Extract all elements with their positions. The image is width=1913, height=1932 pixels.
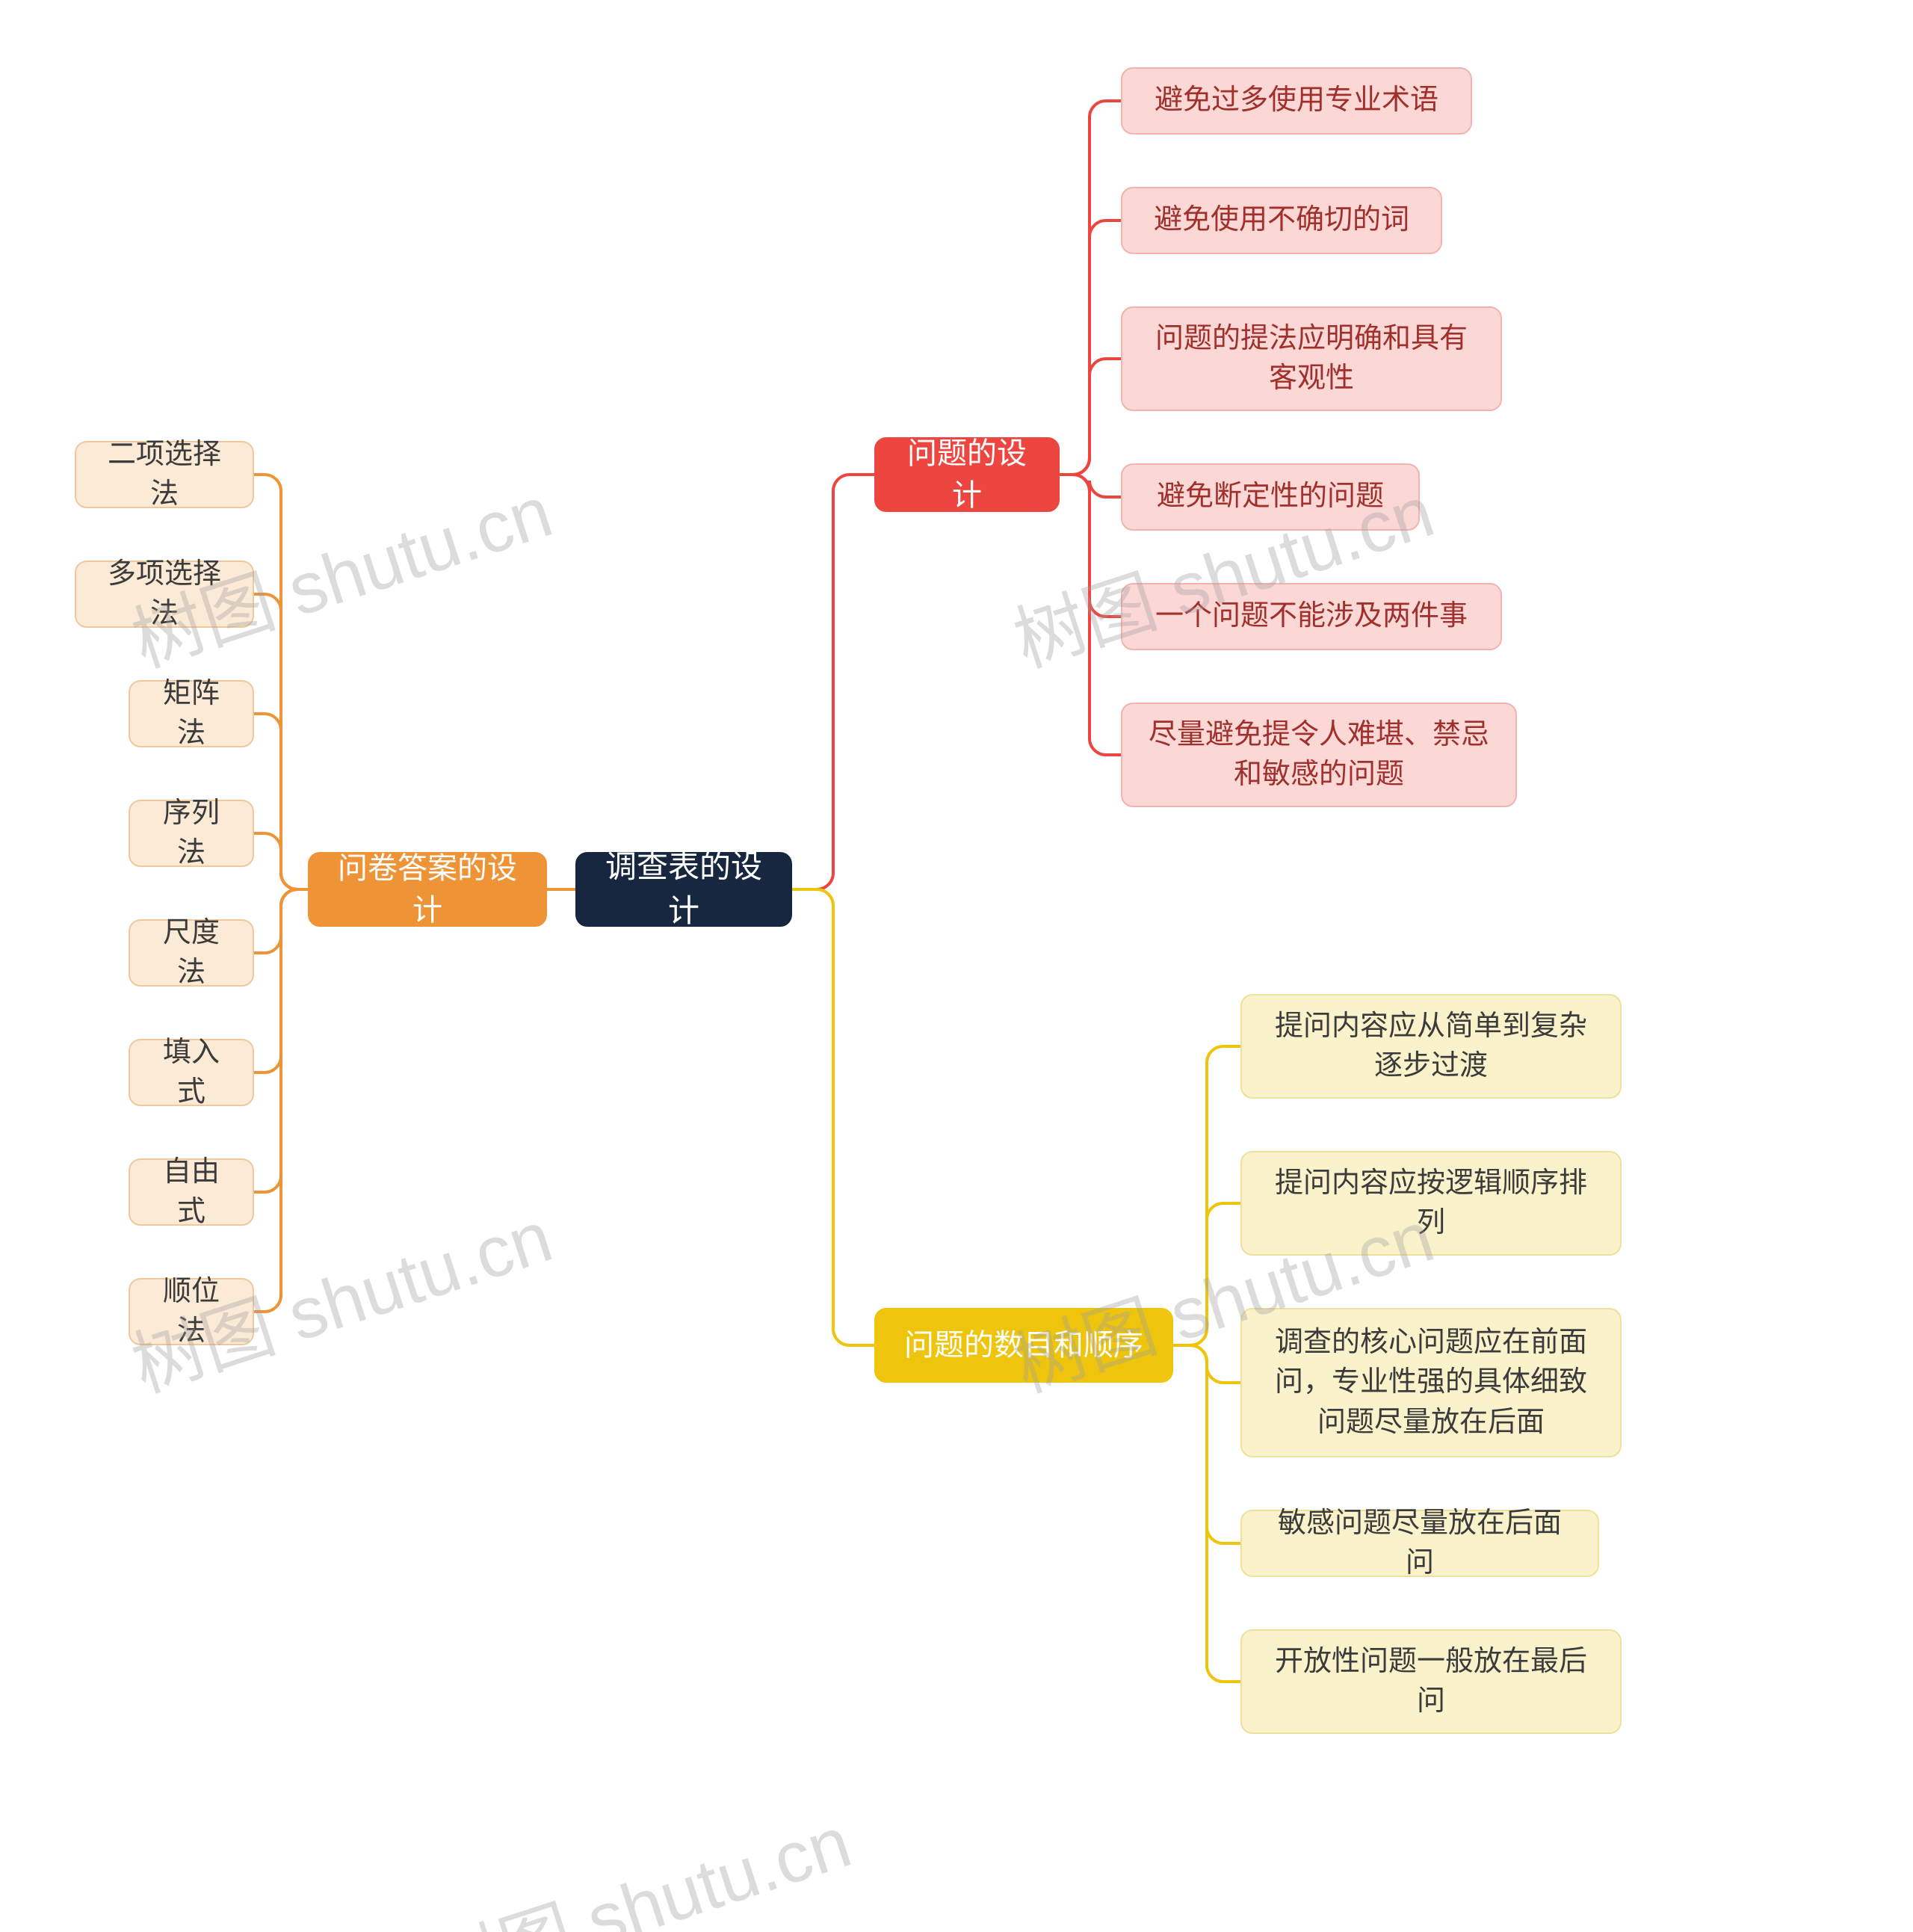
branch-label: 问题的数目和顺序 bbox=[904, 1324, 1143, 1366]
leaf-node[interactable]: 多项选择法 bbox=[75, 561, 254, 628]
leaf-label: 开放性问题一般放在最后问 bbox=[1264, 1642, 1598, 1721]
leaf-node[interactable]: 尺度法 bbox=[129, 919, 254, 987]
leaf-label: 避免使用不确切的词 bbox=[1154, 200, 1409, 240]
leaf-node[interactable]: 自由式 bbox=[129, 1158, 254, 1226]
leaf-label: 序列法 bbox=[152, 794, 230, 873]
leaf-node[interactable]: 二项选择法 bbox=[75, 441, 254, 508]
leaf-label: 多项选择法 bbox=[99, 555, 230, 634]
leaf-node[interactable]: 避免过多使用专业术语 bbox=[1121, 67, 1472, 135]
leaf-node[interactable]: 开放性问题一般放在最后问 bbox=[1240, 1629, 1622, 1734]
leaf-label: 避免过多使用专业术语 bbox=[1155, 81, 1438, 120]
leaf-label: 提问内容应按逻辑顺序排列 bbox=[1264, 1164, 1598, 1243]
leaf-label: 避免断定性的问题 bbox=[1157, 477, 1384, 516]
leaf-node[interactable]: 提问内容应从简单到复杂逐步过渡 bbox=[1240, 994, 1622, 1099]
root-node[interactable]: 调查表的设计 bbox=[575, 852, 792, 927]
leaf-node[interactable]: 提问内容应按逻辑顺序排列 bbox=[1240, 1151, 1622, 1256]
leaf-label: 问题的提法应明确和具有客观性 bbox=[1145, 319, 1478, 398]
leaf-label: 二项选择法 bbox=[99, 435, 230, 514]
leaf-label: 顺位法 bbox=[152, 1272, 230, 1351]
leaf-node[interactable]: 序列法 bbox=[129, 800, 254, 867]
leaf-node[interactable]: 避免断定性的问题 bbox=[1121, 463, 1420, 531]
branch-question-order[interactable]: 问题的数目和顺序 bbox=[874, 1308, 1173, 1383]
leaf-label: 调查的核心问题应在前面问，专业性强的具体细致问题尽量放在后面 bbox=[1264, 1323, 1598, 1442]
branch-answers[interactable]: 问卷答案的设计 bbox=[308, 852, 547, 927]
branch-label: 问题的设计 bbox=[898, 433, 1036, 516]
branch-question-design[interactable]: 问题的设计 bbox=[874, 437, 1060, 512]
root-label: 调查表的设计 bbox=[599, 845, 768, 933]
branch-label: 问卷答案的设计 bbox=[332, 848, 523, 931]
leaf-label: 敏感问题尽量放在后面问 bbox=[1264, 1504, 1575, 1583]
leaf-node[interactable]: 问题的提法应明确和具有客观性 bbox=[1121, 306, 1502, 411]
leaf-label: 矩阵法 bbox=[152, 674, 230, 753]
leaf-label: 填入式 bbox=[152, 1033, 230, 1112]
leaf-label: 自由式 bbox=[152, 1152, 230, 1232]
leaf-node[interactable]: 顺位法 bbox=[129, 1278, 254, 1345]
connector-layer bbox=[0, 0, 1913, 1932]
watermark: 树图 shutu.cn bbox=[416, 1784, 862, 1932]
leaf-node[interactable]: 一个问题不能涉及两件事 bbox=[1121, 583, 1502, 650]
leaf-label: 一个问题不能涉及两件事 bbox=[1155, 596, 1468, 636]
leaf-label: 尽量避免提令人难堪、禁忌和敏感的问题 bbox=[1145, 715, 1493, 794]
leaf-label: 尺度法 bbox=[152, 913, 230, 993]
leaf-node[interactable]: 矩阵法 bbox=[129, 680, 254, 747]
leaf-label: 提问内容应从简单到复杂逐步过渡 bbox=[1264, 1007, 1598, 1086]
leaf-node[interactable]: 尽量避免提令人难堪、禁忌和敏感的问题 bbox=[1121, 703, 1517, 807]
leaf-node[interactable]: 填入式 bbox=[129, 1039, 254, 1106]
leaf-node[interactable]: 避免使用不确切的词 bbox=[1121, 187, 1442, 254]
leaf-node[interactable]: 敏感问题尽量放在后面问 bbox=[1240, 1510, 1599, 1577]
leaf-node[interactable]: 调查的核心问题应在前面问，专业性强的具体细致问题尽量放在后面 bbox=[1240, 1308, 1622, 1457]
